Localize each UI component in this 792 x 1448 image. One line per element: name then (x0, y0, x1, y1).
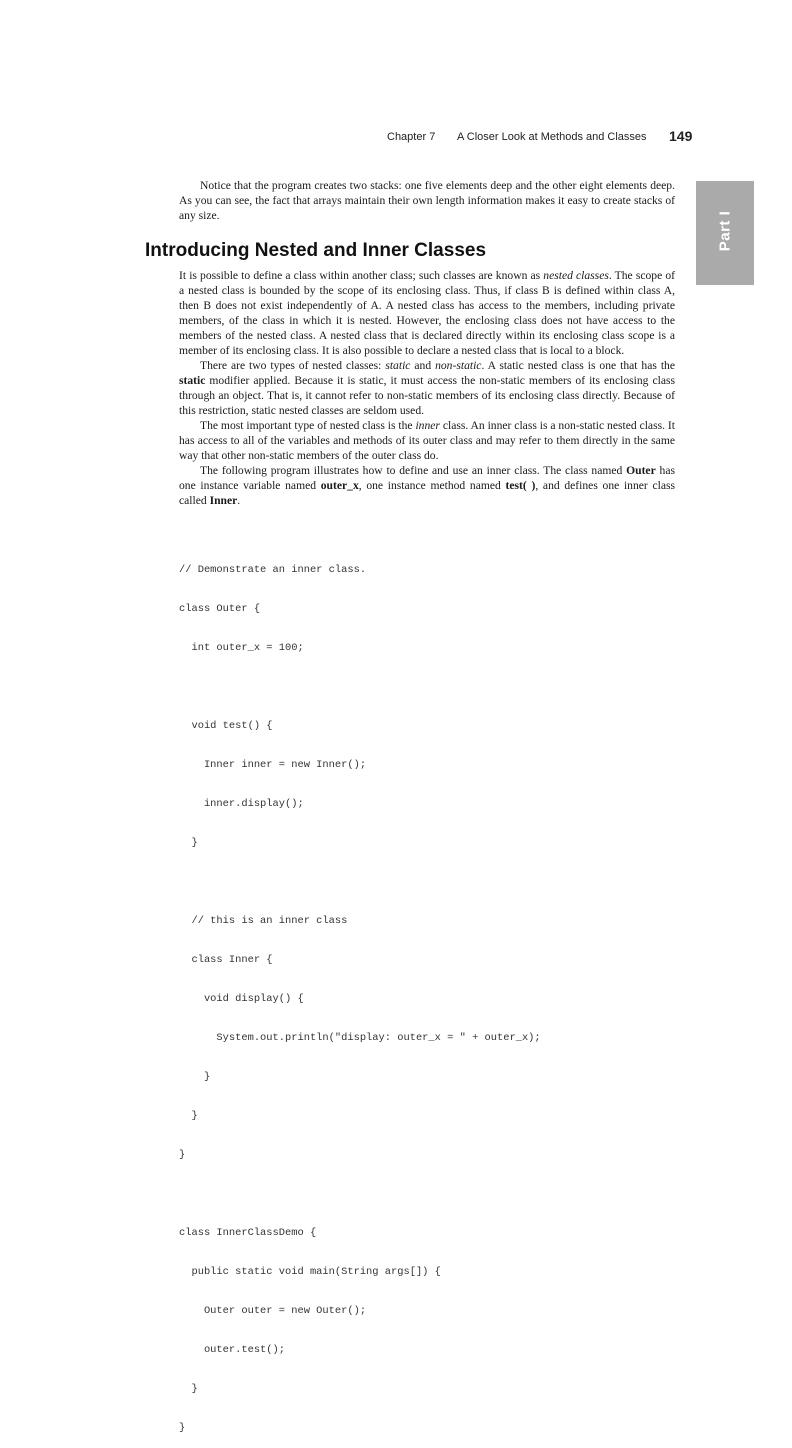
p4-test: test( ) (505, 479, 536, 492)
p1-rest: . The scope of a nested class is bounded… (179, 269, 675, 357)
section-heading: Introducing Nested and Inner Classes (145, 240, 487, 261)
code-line (179, 876, 541, 889)
code-line: class Inner { (179, 954, 273, 966)
p4-b: has one instance variable named (179, 464, 675, 492)
p4-outer: Outer (626, 464, 656, 477)
p2-strong-static: static (179, 374, 206, 387)
part-tab: Part I (696, 181, 754, 285)
code-line: int outer_x = 100; (179, 642, 304, 654)
code-line: public static void main(String args[]) { (179, 1266, 441, 1278)
code-line: class Outer { (179, 603, 261, 615)
part-tab-label: Part I (716, 210, 734, 252)
code-line: System.out.println("display: outer_x = "… (179, 1032, 541, 1044)
code-line: void display() { (179, 993, 304, 1005)
code-line: class InnerClassDemo { (179, 1227, 317, 1239)
code-listing: // Demonstrate an inner class. class Out… (179, 538, 541, 1448)
p2-c: . A static nested class is one that has … (481, 359, 675, 372)
p1-text: It is possible to define a class within … (179, 269, 544, 282)
intro-block: Notice that the program creates two stac… (179, 178, 675, 223)
section-body: It is possible to define a class within … (179, 268, 675, 508)
p4-inner: Inner (209, 494, 238, 507)
code-line: // this is an inner class (179, 915, 348, 927)
paragraph-2: There are two types of nested classes: s… (179, 358, 675, 418)
chapter-title: A Closer Look at Methods and Classes (457, 131, 647, 143)
p2-a: There are two types of nested classes: (200, 359, 386, 372)
p3-a: The most important type of nested class … (200, 419, 416, 432)
code-line: Outer outer = new Outer(); (179, 1305, 367, 1317)
p4-e: . (237, 494, 241, 507)
code-line: inner.display(); (179, 798, 304, 810)
code-line: Inner inner = new Inner(); (179, 759, 367, 771)
code-line: outer.test(); (179, 1344, 286, 1356)
p2-em-static: static (385, 359, 411, 372)
p4-outer-x: outer_x (320, 479, 359, 492)
code-line: } (179, 1149, 186, 1161)
paragraph-3: The most important type of nested class … (179, 418, 675, 463)
chapter-label: Chapter 7 (387, 131, 436, 143)
code-line: } (179, 1383, 198, 1395)
code-line: } (179, 1071, 211, 1083)
p3-em-inner: inner (415, 419, 440, 432)
intro-paragraph: Notice that the program creates two stac… (179, 179, 675, 222)
p2-em-nonstatic: non-static (435, 359, 482, 372)
p2-b: and (410, 359, 436, 372)
code-line: } (179, 1422, 186, 1434)
code-line (179, 1188, 541, 1201)
p3-b: class. An inner class is a non-static ne… (179, 419, 675, 462)
page-number: 149 (669, 128, 693, 144)
p4-a: The following program illustrates how to… (200, 464, 627, 477)
p2-d: modifier applied. Because it is static, … (179, 374, 675, 417)
running-header: Chapter 7 A Closer Look at Methods and C… (0, 128, 792, 148)
paragraph-1: It is possible to define a class within … (179, 268, 675, 358)
code-line: } (179, 837, 198, 849)
code-line: } (179, 1110, 198, 1122)
code-line: void test() { (179, 720, 273, 732)
code-line: // Demonstrate an inner class. (179, 564, 367, 576)
p4-d: , and defines one inner class called (179, 479, 676, 507)
code-line (179, 681, 541, 694)
paragraph-4: The following program illustrates how to… (179, 463, 675, 508)
p1-emphasis: nested classes (543, 269, 609, 282)
p4-c: , one instance method named (358, 479, 506, 492)
